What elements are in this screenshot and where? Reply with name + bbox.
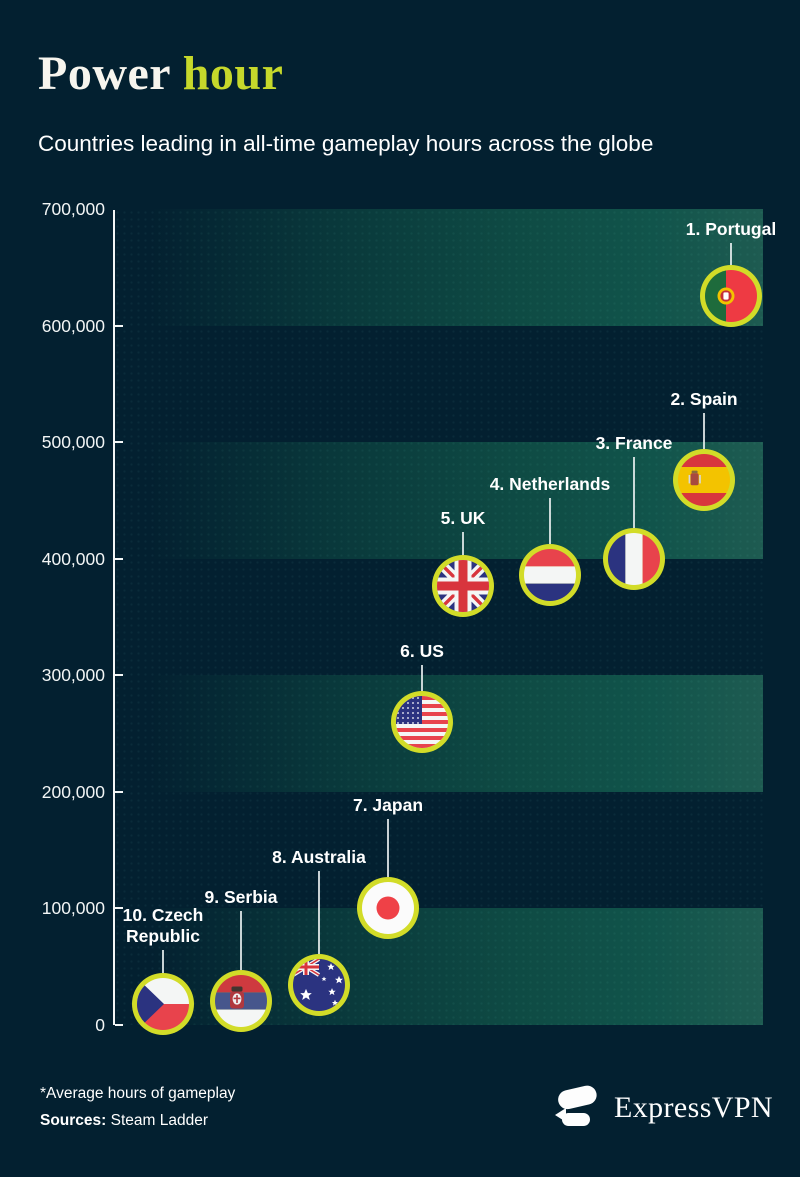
grid-band (150, 442, 763, 559)
marker-netherlands (519, 543, 581, 606)
country-label-7: 7. Japan (352, 795, 424, 815)
serbia-flag-icon (215, 975, 267, 1028)
sources-label: Sources: (40, 1112, 107, 1129)
y-axis-label: 200,000 (41, 781, 105, 802)
country-label-10: 10. Czech Republic (122, 905, 204, 946)
marker-portugal (700, 265, 762, 328)
marker-australia (288, 953, 350, 1016)
sources-line: Sources: Steam Ladder (40, 1112, 208, 1130)
marker-spain (673, 449, 735, 512)
leader-line (549, 498, 551, 544)
netherlands-flag-icon (524, 548, 576, 601)
leader-line (633, 457, 635, 528)
y-axis-label: 400,000 (41, 548, 105, 569)
marker-japan (357, 877, 419, 939)
leader-line (162, 950, 164, 973)
leader-line (730, 243, 732, 266)
y-axis-label: 300,000 (41, 665, 105, 685)
australia-flag-icon (293, 958, 345, 1011)
page-subtitle: Countries leading in all-time gameplay h… (38, 131, 654, 156)
leader-line (421, 665, 423, 691)
marker-czech-republic (132, 972, 194, 1035)
czech-flag-icon (137, 977, 189, 1030)
marker-serbia (210, 970, 272, 1033)
y-axis-tick (115, 557, 123, 560)
leader-line (703, 413, 705, 450)
grid-band (150, 675, 763, 792)
sources-value: Steam Ladder (110, 1112, 209, 1129)
y-axis-tick (115, 790, 123, 793)
country-label-4: 4. Netherlands (489, 474, 611, 494)
expressvpn-logo: ExpressVPN (552, 1084, 773, 1132)
y-axis-tick (115, 441, 123, 443)
spain-flag-icon (678, 454, 730, 507)
country-label-6: 6. US (400, 641, 444, 661)
y-axis-label: 0 (95, 1014, 105, 1035)
y-axis-label: 100,000 (41, 898, 105, 918)
y-axis-tick (115, 674, 123, 676)
title-primary: Power (38, 47, 171, 100)
y-axis-label: 500,000 (41, 432, 105, 452)
france-flag-icon (608, 532, 660, 585)
country-label-8: 8. Australia (272, 847, 366, 867)
uk-flag-icon (437, 560, 489, 613)
marker-france (603, 527, 665, 590)
country-label-3: 3. France (595, 433, 673, 453)
country-label-5: 5. UK (440, 508, 486, 528)
leader-line (318, 871, 320, 954)
y-axis-label: 700,000 (41, 199, 105, 219)
us-flag-icon (396, 695, 448, 748)
footnote: *Average hours of gameplay (40, 1085, 236, 1102)
page-title: Power hour (38, 46, 283, 101)
y-axis-tick (115, 324, 123, 327)
y-axis-line (113, 210, 115, 1025)
leader-line (462, 532, 464, 556)
expressvpn-wordmark: ExpressVPN (614, 1091, 773, 1124)
country-label-1: 1. Portugal (685, 219, 777, 239)
country-label-2: 2. Spain (670, 389, 738, 409)
y-axis-tick (115, 907, 123, 909)
portugal-flag-icon (705, 270, 757, 323)
y-axis-label: 600,000 (41, 315, 105, 336)
country-label-9: 9. Serbia (204, 887, 278, 907)
y-axis-tick (115, 1023, 123, 1026)
grid-band (150, 209, 763, 326)
marker-uk (432, 555, 494, 618)
marker-us (391, 690, 453, 753)
title-accent: hour (182, 47, 284, 100)
leader-line (240, 911, 242, 971)
expressvpn-logo-icon (555, 1085, 597, 1126)
japan-flag-icon (362, 882, 414, 934)
leader-line (387, 819, 389, 877)
